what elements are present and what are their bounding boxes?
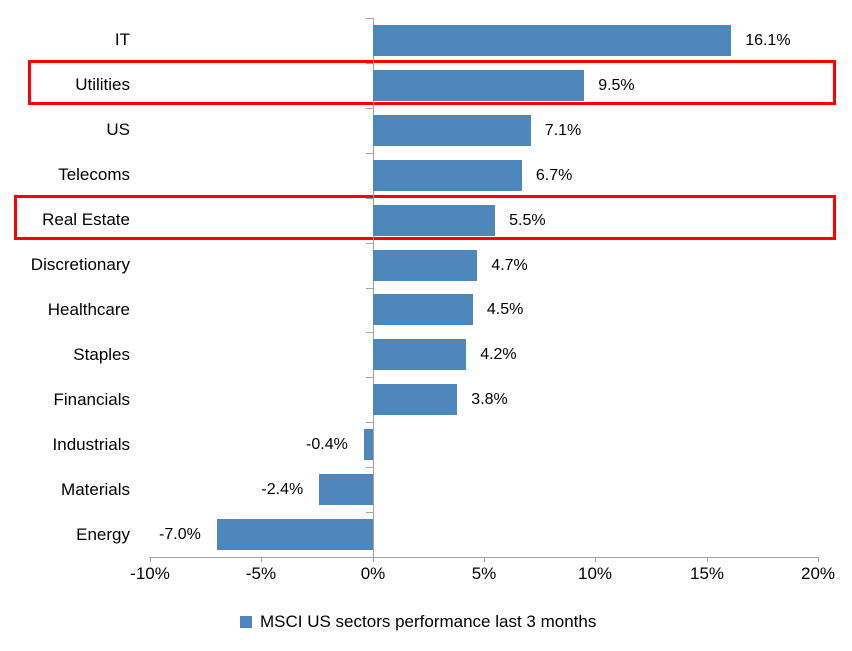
legend: MSCI US sectors performance last 3 month… xyxy=(240,612,596,632)
value-label: 16.1% xyxy=(745,31,791,49)
chart-bar xyxy=(372,339,467,371)
value-label: 4.7% xyxy=(491,256,528,274)
category-label: Financials xyxy=(53,389,130,409)
x-axis-tick xyxy=(261,557,262,562)
highlight-box xyxy=(28,59,836,105)
chart-bar xyxy=(372,24,732,56)
category-label: Utilities xyxy=(75,75,130,95)
chart-bar xyxy=(372,294,473,326)
category-label: Energy xyxy=(76,524,130,544)
category-axis-tick xyxy=(366,377,373,378)
x-tick-label: 15% xyxy=(689,564,725,583)
category-axis-tick xyxy=(366,512,373,513)
category-axis-tick xyxy=(366,198,373,199)
value-label: 6.7% xyxy=(535,166,573,184)
chart-bar xyxy=(372,249,478,281)
value-label: 9.5% xyxy=(598,76,635,94)
x-tick-label: -10% xyxy=(130,564,170,583)
highlight-box xyxy=(14,194,836,240)
category-label: Real Estate xyxy=(42,210,130,230)
category-axis-tick xyxy=(366,422,373,423)
chart-bar xyxy=(372,69,585,101)
category-axis-line xyxy=(373,18,374,557)
value-label: -2.4% xyxy=(261,481,304,499)
x-tick-label: 5% xyxy=(471,564,497,583)
x-axis-tick xyxy=(150,557,151,562)
category-label: Telecoms xyxy=(58,165,130,185)
x-axis-tick xyxy=(818,557,819,562)
category-axis-tick xyxy=(366,243,373,244)
value-label: 4.2% xyxy=(480,346,517,364)
value-label: 7.1% xyxy=(544,121,582,139)
category-axis-tick xyxy=(366,467,373,468)
chart-bar xyxy=(372,159,522,191)
category-axis-tick xyxy=(366,108,373,109)
x-tick-label: 10% xyxy=(577,564,613,583)
value-label: 4.5% xyxy=(486,301,524,319)
value-label: -7.0% xyxy=(159,526,201,544)
legend-marker-icon xyxy=(240,616,252,628)
chart-bar xyxy=(216,519,373,551)
category-label: Materials xyxy=(61,479,130,499)
chart-bar xyxy=(372,204,496,236)
x-tick-label: -5% xyxy=(245,564,277,583)
chart-bar xyxy=(363,429,373,461)
x-axis-tick xyxy=(707,557,708,562)
category-axis-tick xyxy=(366,18,373,19)
legend-label: MSCI US sectors performance last 3 month… xyxy=(260,612,597,631)
category-axis-tick xyxy=(366,288,373,289)
x-tick-label: 20% xyxy=(800,564,836,583)
category-label: US xyxy=(106,120,130,140)
x-tick-label: 0% xyxy=(360,564,386,583)
category-label: Industrials xyxy=(52,434,130,454)
x-axis-tick xyxy=(595,557,596,562)
category-label: Discretionary xyxy=(30,255,130,275)
category-axis-tick xyxy=(366,332,373,333)
x-axis-tick xyxy=(484,557,485,562)
chart-bar xyxy=(372,114,531,146)
category-label: Staples xyxy=(73,344,130,364)
value-label: 3.8% xyxy=(471,391,508,409)
category-label: IT xyxy=(114,30,130,50)
x-axis-tick xyxy=(373,557,374,562)
chart-bar xyxy=(319,474,373,506)
category-label: Healthcare xyxy=(47,299,130,319)
category-axis-tick xyxy=(366,153,373,154)
value-label: -0.4% xyxy=(306,436,348,454)
chart-bar xyxy=(372,384,458,416)
category-axis-tick xyxy=(366,63,373,64)
value-label: 5.5% xyxy=(509,211,546,229)
